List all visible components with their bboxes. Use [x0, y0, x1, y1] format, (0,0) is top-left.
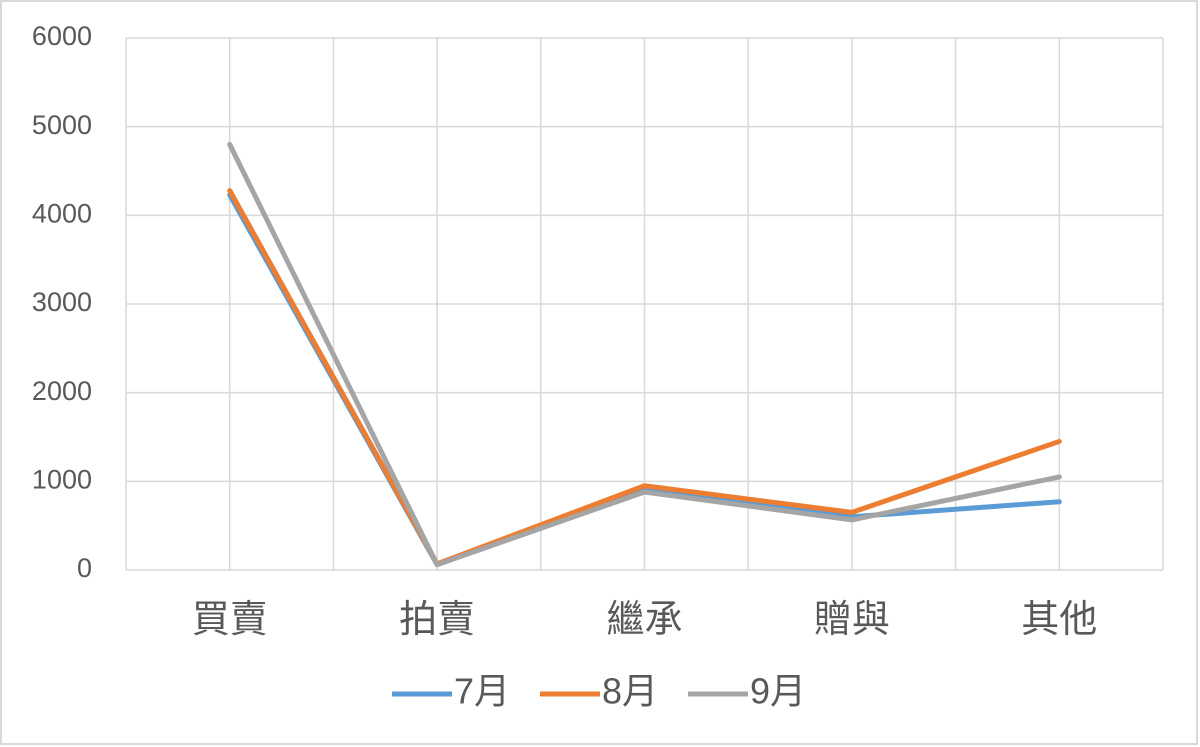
- y-tick-label: 1000: [32, 464, 92, 494]
- legend-label: 8月: [602, 671, 658, 712]
- y-tick-label: 2000: [32, 376, 92, 406]
- legend-label: 9月: [750, 671, 806, 712]
- y-tick-label: 6000: [32, 21, 92, 51]
- series-line: [227, 141, 1062, 568]
- y-tick-label: 4000: [32, 198, 92, 228]
- y-tick-label: 0: [77, 553, 92, 583]
- x-tick-label: 贈與: [814, 599, 890, 641]
- x-tick-label: 拍賣: [399, 599, 475, 641]
- legend-label: 7月: [454, 671, 510, 712]
- x-tick-label: 繼承: [606, 599, 682, 641]
- y-tick-label: 3000: [32, 287, 92, 317]
- x-tick-label: 其他: [1021, 599, 1097, 641]
- x-tick-label: 買賣: [192, 599, 268, 641]
- y-tick-label: 5000: [32, 110, 92, 140]
- series-line: [227, 188, 1062, 567]
